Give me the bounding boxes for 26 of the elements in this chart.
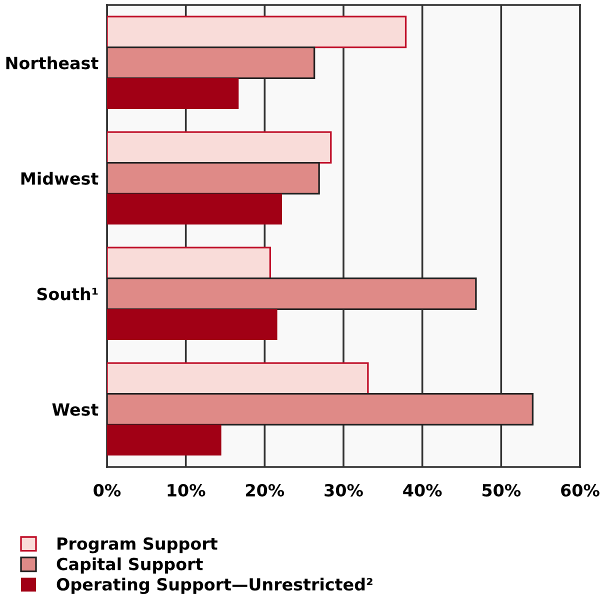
legend-label: Operating Support—Unrestricted² [56,578,372,594]
bar [107,362,369,395]
bar [107,278,477,310]
legend-label: Program Support [58,537,218,554]
legend-label: Capital Support [56,557,203,574]
bar [107,131,332,164]
x-tick-label: 60% [561,484,600,497]
bar [107,246,272,280]
bar [107,46,316,79]
y-tick-label: Midwest [21,172,98,185]
x-tick-label: 0% [94,484,121,497]
bar [107,162,320,194]
x-tick-label: 10% [168,484,206,497]
x-tick-label: 50% [482,484,521,497]
y-tick-label: Northeast [6,56,98,70]
y-tick-label: West [52,403,98,416]
bar [107,194,282,224]
x-tick-label: 20% [246,484,284,497]
x-tick-label: 30% [324,484,363,497]
bar [107,393,534,426]
x-tick-label: 40% [403,484,442,497]
bar [107,309,278,340]
bar [107,16,407,48]
bar [107,78,239,109]
y-tick-label: South¹ [37,287,98,300]
bar [107,424,222,456]
